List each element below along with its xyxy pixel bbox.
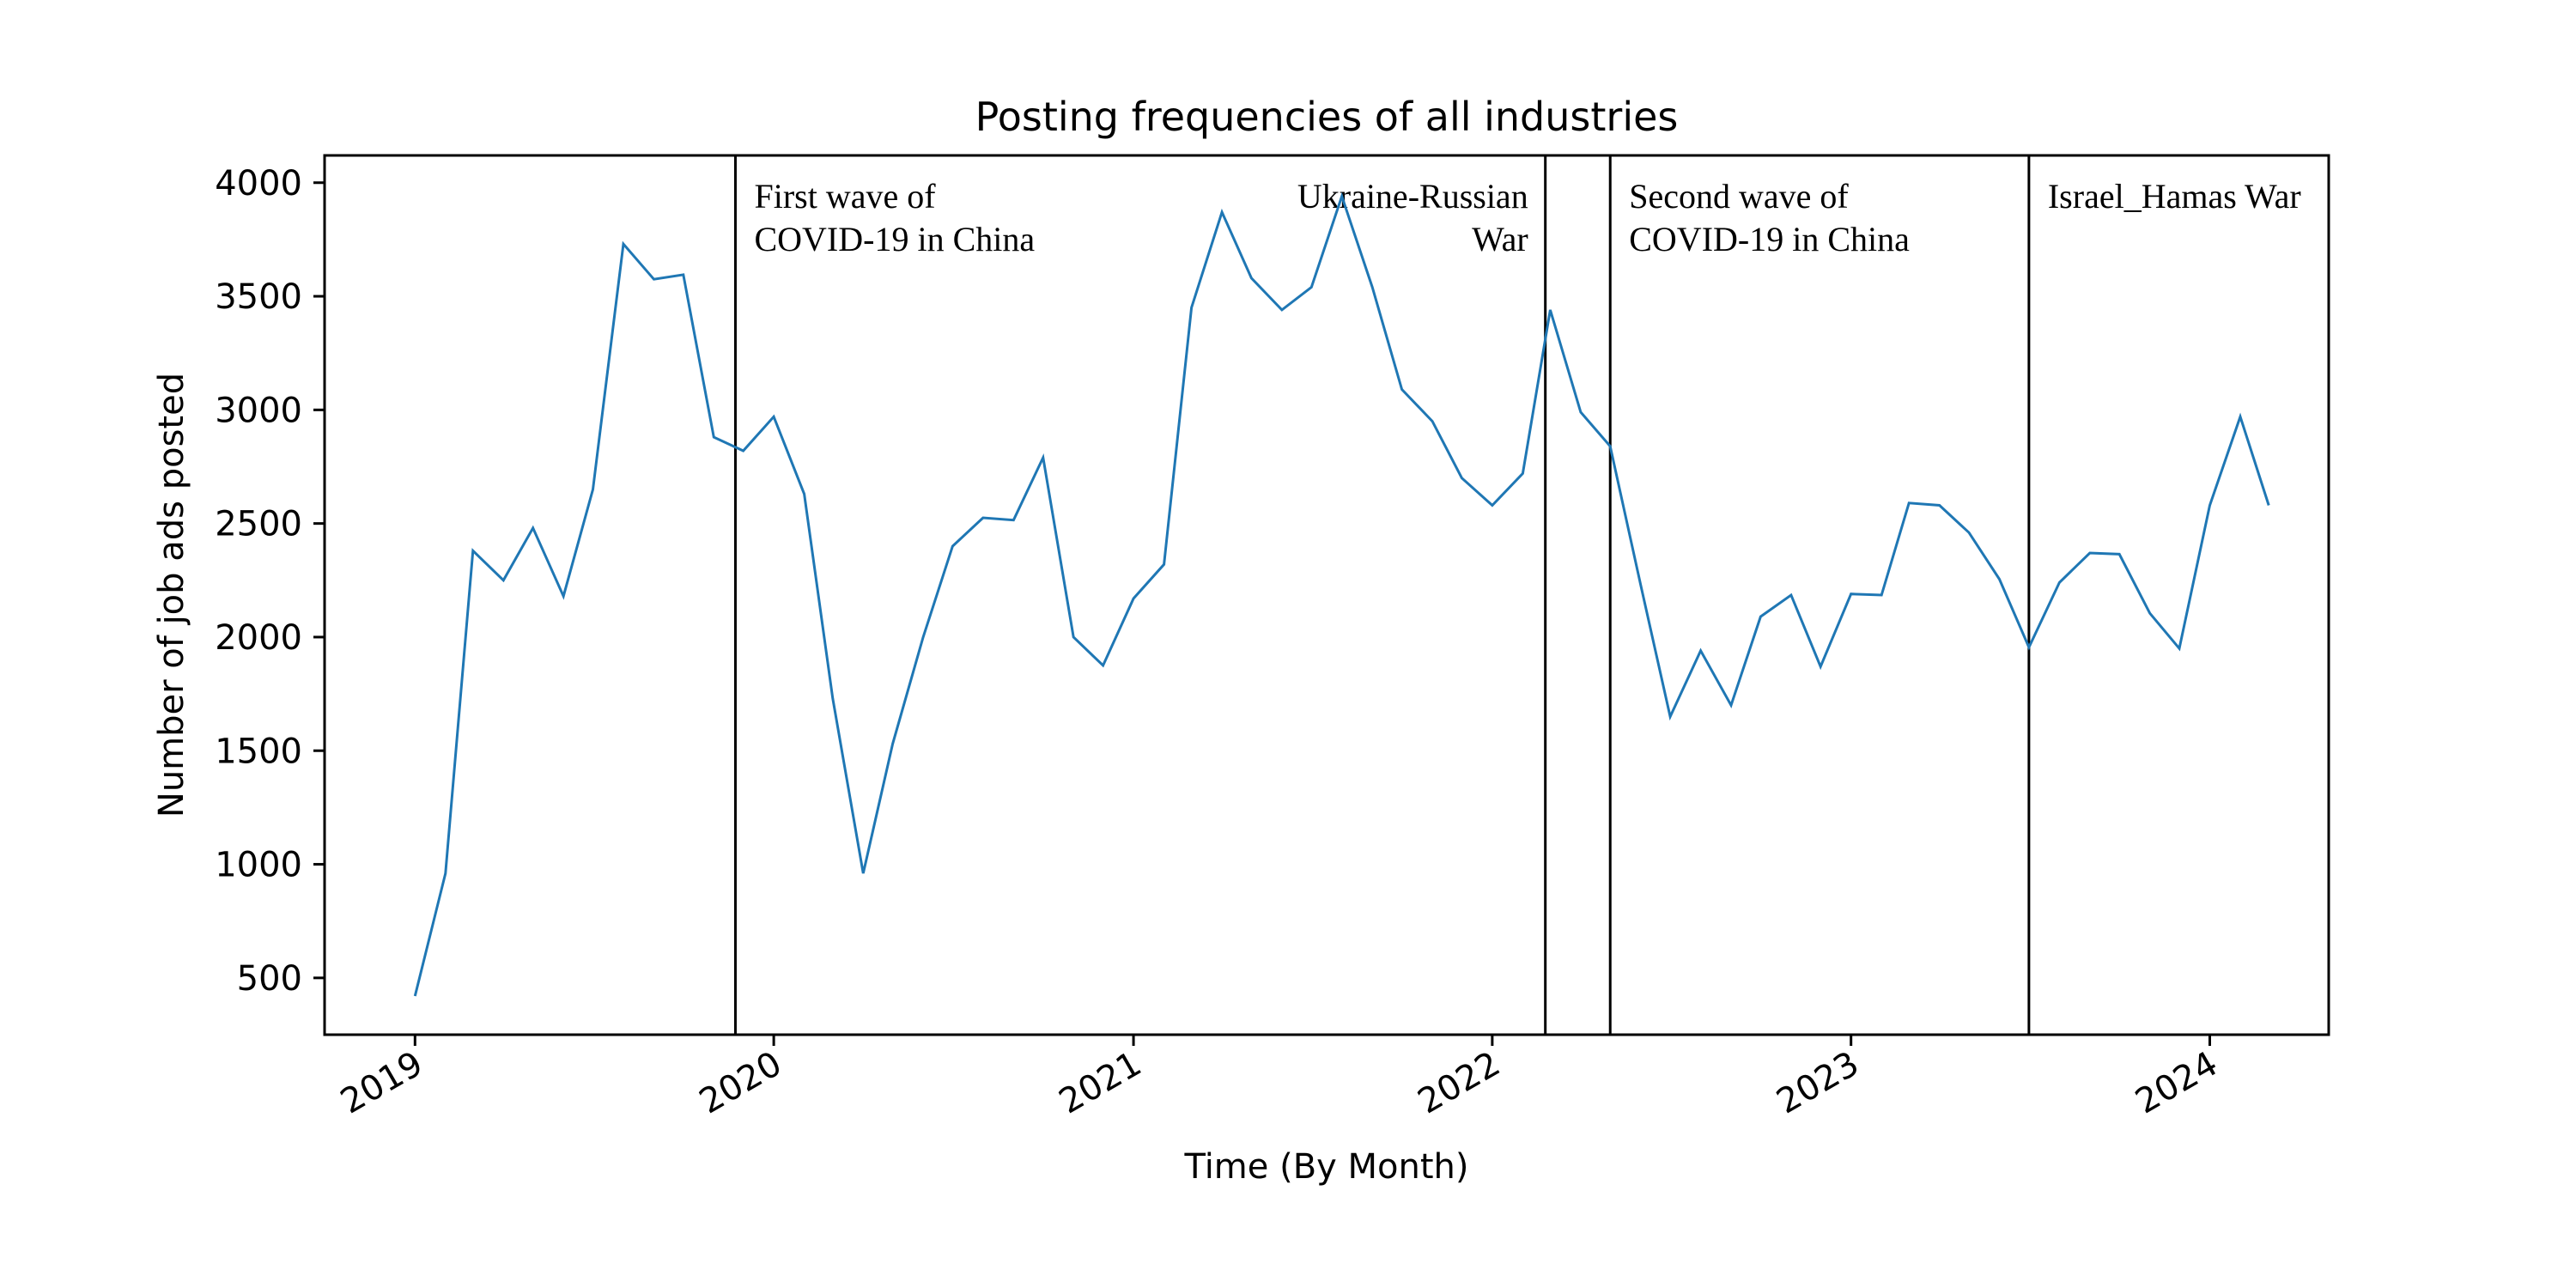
event-label: COVID-19 in China: [1629, 220, 1910, 258]
y-tick-label: 4000: [215, 164, 302, 204]
x-axis: 2019 2020 2021 2022 2023 2024: [334, 1035, 2224, 1122]
plot-frame: [323, 154, 2330, 1036]
y-tick-label: 500: [237, 959, 302, 999]
x-tick-label: 2021: [1053, 1044, 1148, 1122]
event-label: War: [1472, 220, 1528, 258]
event-label: COVID-19 in China: [754, 220, 1035, 258]
y-tick-label: 1500: [215, 732, 302, 771]
series-line: [413, 191, 2270, 997]
y-tick-label: 2000: [215, 618, 302, 658]
event-label: Israel_Hamas War: [2048, 177, 2301, 216]
y-tick-label: 3500: [215, 277, 302, 317]
y-tick-label: 3000: [215, 391, 302, 430]
x-tick-label: 2020: [693, 1044, 788, 1122]
chart-title: Posting frequencies of all industries: [975, 94, 1679, 140]
x-tick-label: 2022: [1412, 1044, 1507, 1122]
x-tick-label: 2023: [1771, 1044, 1866, 1122]
event-label: Second wave of: [1629, 177, 1849, 216]
y-tick-label: 2500: [215, 505, 302, 544]
event-label: Ukraine-Russian: [1297, 177, 1528, 216]
x-tick-label: 2024: [2129, 1044, 2224, 1122]
event-label: First wave of: [754, 177, 936, 216]
x-tick-label: 2019: [334, 1044, 429, 1122]
x-axis-label: Time (By Month): [1183, 1147, 1468, 1187]
event-markers: First wave of COVID-19 in China Ukraine-Ru…: [733, 155, 2301, 1035]
y-tick-label: 1000: [215, 846, 302, 885]
y-axis-label: Number of job ads posted: [152, 373, 191, 817]
y-axis: 500 1000 1500 2000 2500 3000 3500 4000: [215, 164, 325, 999]
